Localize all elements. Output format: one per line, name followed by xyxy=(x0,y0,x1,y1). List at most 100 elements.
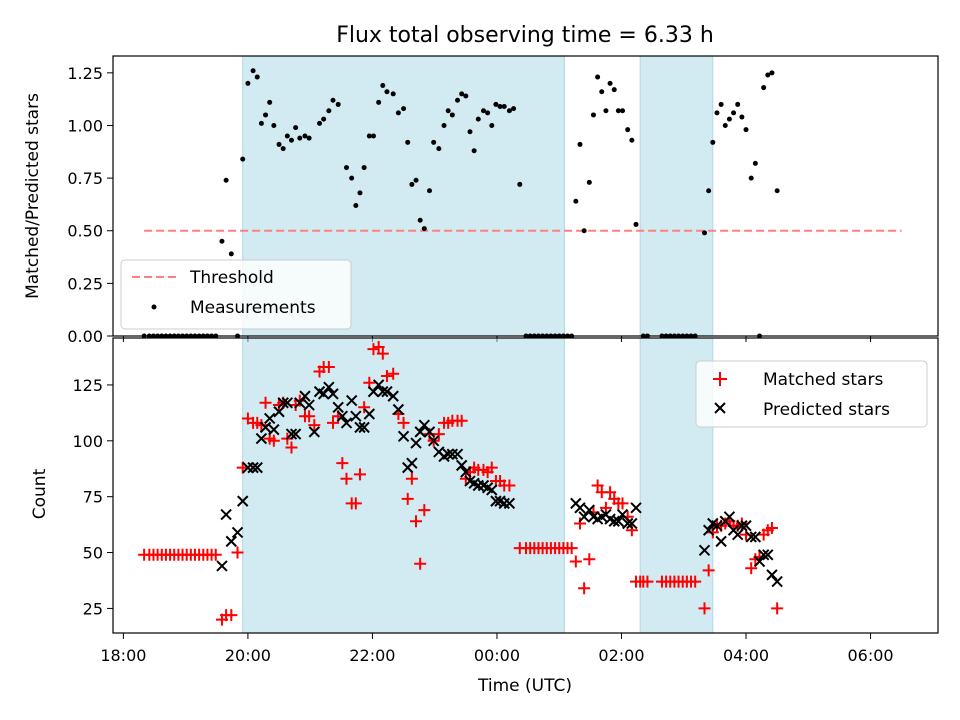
matched-star-point xyxy=(641,575,654,588)
matched-star-point xyxy=(689,575,702,588)
measurement-point xyxy=(271,122,277,128)
measurement-point xyxy=(395,110,401,116)
matched-star-point xyxy=(591,479,604,492)
predicted-star-point xyxy=(323,381,335,393)
measurement-point xyxy=(743,127,749,133)
predicted-star-point xyxy=(472,479,484,492)
measurement-point xyxy=(471,148,477,154)
predicted-star-point xyxy=(237,495,249,507)
predicted-star-point xyxy=(263,412,276,425)
measurement-point xyxy=(493,101,499,107)
predicted-star-point xyxy=(414,426,426,438)
measurement-point xyxy=(431,139,437,145)
predicted-star-point xyxy=(285,428,298,440)
top-legend: Threshold Measurements xyxy=(120,259,352,330)
measurement-point xyxy=(401,106,407,112)
predicted-star-point xyxy=(698,544,711,557)
matched-star-point xyxy=(259,396,272,409)
predicted-star-point xyxy=(350,410,362,422)
matched-star-point xyxy=(405,472,418,485)
measurement-legend-swatch xyxy=(151,304,157,310)
predicted-star-point xyxy=(446,448,459,460)
measurement-point xyxy=(497,104,503,110)
predicted-star-point xyxy=(377,385,389,398)
matched-star-point xyxy=(336,457,349,470)
matched-star-point xyxy=(353,468,366,481)
predicted-star-point xyxy=(259,421,272,434)
predicted-star-point xyxy=(418,419,431,431)
predicted-star-point xyxy=(616,508,629,521)
predicted-star-point xyxy=(268,423,280,436)
predicted-star-point xyxy=(281,397,294,409)
predicted-star-point xyxy=(220,508,232,521)
top-y-tick-label: 0.00 xyxy=(67,327,103,346)
measurement-point xyxy=(417,217,423,223)
predicted-star-point xyxy=(503,497,516,510)
measurement-point xyxy=(774,188,780,194)
predicted-star-point xyxy=(740,520,752,532)
predicted-star-point xyxy=(327,388,339,400)
matched-star-point xyxy=(209,548,222,561)
measurement-point xyxy=(449,112,455,118)
predicted-star-point xyxy=(451,448,464,460)
measurement-point xyxy=(501,104,507,110)
measurement-legend-label: Measurements xyxy=(190,298,316,318)
matched-star-point xyxy=(706,526,719,539)
bottom-y-ticks: 25 50 75 100 125 xyxy=(72,376,113,618)
predicted-star-point xyxy=(367,385,380,398)
predicted-star-point xyxy=(753,555,766,568)
top-y-tick-label: 1.25 xyxy=(67,64,103,83)
measurement-point xyxy=(421,226,427,232)
measurement-point xyxy=(330,97,336,103)
matched-star-point xyxy=(267,434,280,447)
top-panel: 0.00 0.25 0.50 0.75 1.00 1.25 Matched/Predict… xyxy=(23,55,939,346)
predicted-star-point xyxy=(242,461,254,474)
measurement-point xyxy=(263,112,269,118)
measurement-point xyxy=(467,129,473,135)
matched-star-point xyxy=(565,542,578,555)
measurement-point xyxy=(475,116,481,122)
matched-star-point xyxy=(455,414,468,427)
matched-star-point xyxy=(327,416,339,429)
measurement-point xyxy=(258,120,264,126)
measurement-point xyxy=(506,108,512,114)
bottom-y-tick-label: 75 xyxy=(83,488,103,507)
matched-star-point xyxy=(303,410,316,423)
top-legend-box xyxy=(120,259,352,330)
matched-star-point xyxy=(397,416,410,429)
measurement-point xyxy=(321,116,327,122)
predicted-star-point xyxy=(340,417,353,429)
predicted-star-point xyxy=(460,466,472,478)
measurement-point xyxy=(485,110,491,116)
predicted-star-point xyxy=(745,531,757,543)
predicted-star-point xyxy=(392,403,405,416)
predicted-star-point xyxy=(626,517,638,530)
measurement-point xyxy=(245,80,251,86)
predicted-star-point xyxy=(216,560,228,572)
measurement-point xyxy=(441,122,447,128)
predicted-legend-swatch xyxy=(714,402,726,414)
measurement-point xyxy=(629,137,635,143)
matched-legend-swatch xyxy=(713,372,727,386)
matched-legend-label: Matched stars xyxy=(763,370,883,390)
measurement-point xyxy=(748,175,754,181)
predicted-star-point xyxy=(247,461,259,474)
measurement-point xyxy=(607,80,613,86)
predicted-star-point xyxy=(358,421,370,434)
measurement-point xyxy=(384,89,390,95)
predicted-star-point xyxy=(622,517,634,530)
measurement-point xyxy=(254,74,260,80)
measurement-point xyxy=(427,188,433,194)
matched-star-point xyxy=(387,367,400,380)
top-y-tick-label: 0.75 xyxy=(67,169,103,188)
matched-star-point xyxy=(401,492,414,505)
matched-star-point xyxy=(503,479,516,492)
predicted-star-point xyxy=(231,526,244,539)
predicted-star-point xyxy=(455,459,468,472)
matched-star-point xyxy=(380,369,393,382)
measurement-point xyxy=(463,93,469,99)
predicted-star-point xyxy=(317,388,330,400)
predicted-star-point xyxy=(273,406,285,418)
matched-star-point xyxy=(745,562,758,575)
measurement-point xyxy=(735,101,741,107)
